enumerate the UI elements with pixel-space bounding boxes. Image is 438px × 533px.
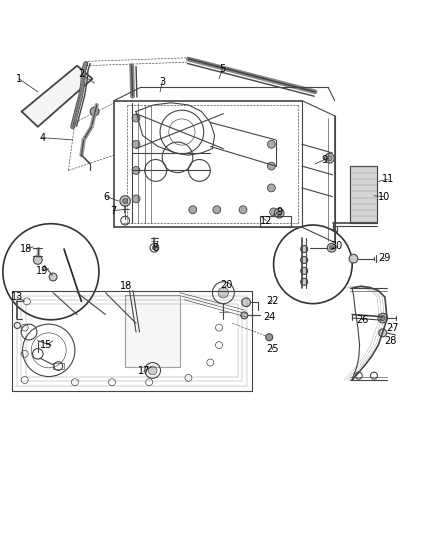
Circle shape <box>120 196 131 206</box>
Circle shape <box>378 313 388 323</box>
Circle shape <box>242 298 251 306</box>
Text: 10: 10 <box>378 192 390 201</box>
Circle shape <box>132 114 140 122</box>
Polygon shape <box>125 295 180 367</box>
Text: 9: 9 <box>276 207 283 217</box>
Circle shape <box>132 140 140 148</box>
Circle shape <box>266 334 273 341</box>
Text: 15: 15 <box>40 340 53 350</box>
Circle shape <box>123 198 128 204</box>
Circle shape <box>239 206 247 214</box>
Text: 17: 17 <box>138 366 150 376</box>
Circle shape <box>268 162 276 170</box>
Circle shape <box>300 268 307 274</box>
Text: 9: 9 <box>321 155 328 165</box>
Text: 3: 3 <box>159 77 165 87</box>
Circle shape <box>90 107 99 116</box>
Polygon shape <box>21 66 92 127</box>
Text: 11: 11 <box>382 174 395 184</box>
Text: 20: 20 <box>221 280 233 290</box>
Circle shape <box>349 254 358 263</box>
Text: 4: 4 <box>39 133 45 143</box>
Circle shape <box>241 312 248 319</box>
Circle shape <box>380 316 385 321</box>
Circle shape <box>189 206 197 214</box>
Text: 30: 30 <box>330 241 342 251</box>
Circle shape <box>132 166 140 174</box>
Text: 18: 18 <box>20 244 32 254</box>
Text: 27: 27 <box>386 322 399 333</box>
Text: 22: 22 <box>266 296 279 305</box>
Text: 24: 24 <box>264 312 276 322</box>
Circle shape <box>327 156 332 161</box>
Circle shape <box>213 206 221 214</box>
Text: 5: 5 <box>219 64 226 74</box>
Circle shape <box>300 256 307 263</box>
Circle shape <box>49 273 57 281</box>
Circle shape <box>379 329 387 337</box>
Text: 2: 2 <box>78 69 85 79</box>
Text: 12: 12 <box>260 216 272 225</box>
Text: 25: 25 <box>266 344 279 354</box>
Text: 18: 18 <box>120 281 133 291</box>
Circle shape <box>300 246 307 253</box>
Circle shape <box>277 211 282 216</box>
Text: 19: 19 <box>36 266 48 276</box>
Circle shape <box>218 287 229 298</box>
Circle shape <box>329 246 334 250</box>
Text: 13: 13 <box>11 292 23 302</box>
Text: 6: 6 <box>103 192 110 201</box>
Circle shape <box>270 208 278 216</box>
Circle shape <box>275 208 284 218</box>
Circle shape <box>33 256 42 264</box>
Text: 1: 1 <box>16 74 22 84</box>
Text: 7: 7 <box>110 206 116 216</box>
Circle shape <box>152 246 156 250</box>
Circle shape <box>325 154 334 163</box>
Circle shape <box>148 366 157 375</box>
Text: 26: 26 <box>356 315 368 325</box>
Circle shape <box>132 195 140 203</box>
Text: 28: 28 <box>385 336 397 346</box>
Polygon shape <box>350 166 377 223</box>
Circle shape <box>327 244 336 252</box>
Circle shape <box>300 278 307 285</box>
Circle shape <box>268 184 276 192</box>
Circle shape <box>268 140 276 148</box>
Text: 8: 8 <box>152 243 159 253</box>
Text: 29: 29 <box>379 253 391 263</box>
